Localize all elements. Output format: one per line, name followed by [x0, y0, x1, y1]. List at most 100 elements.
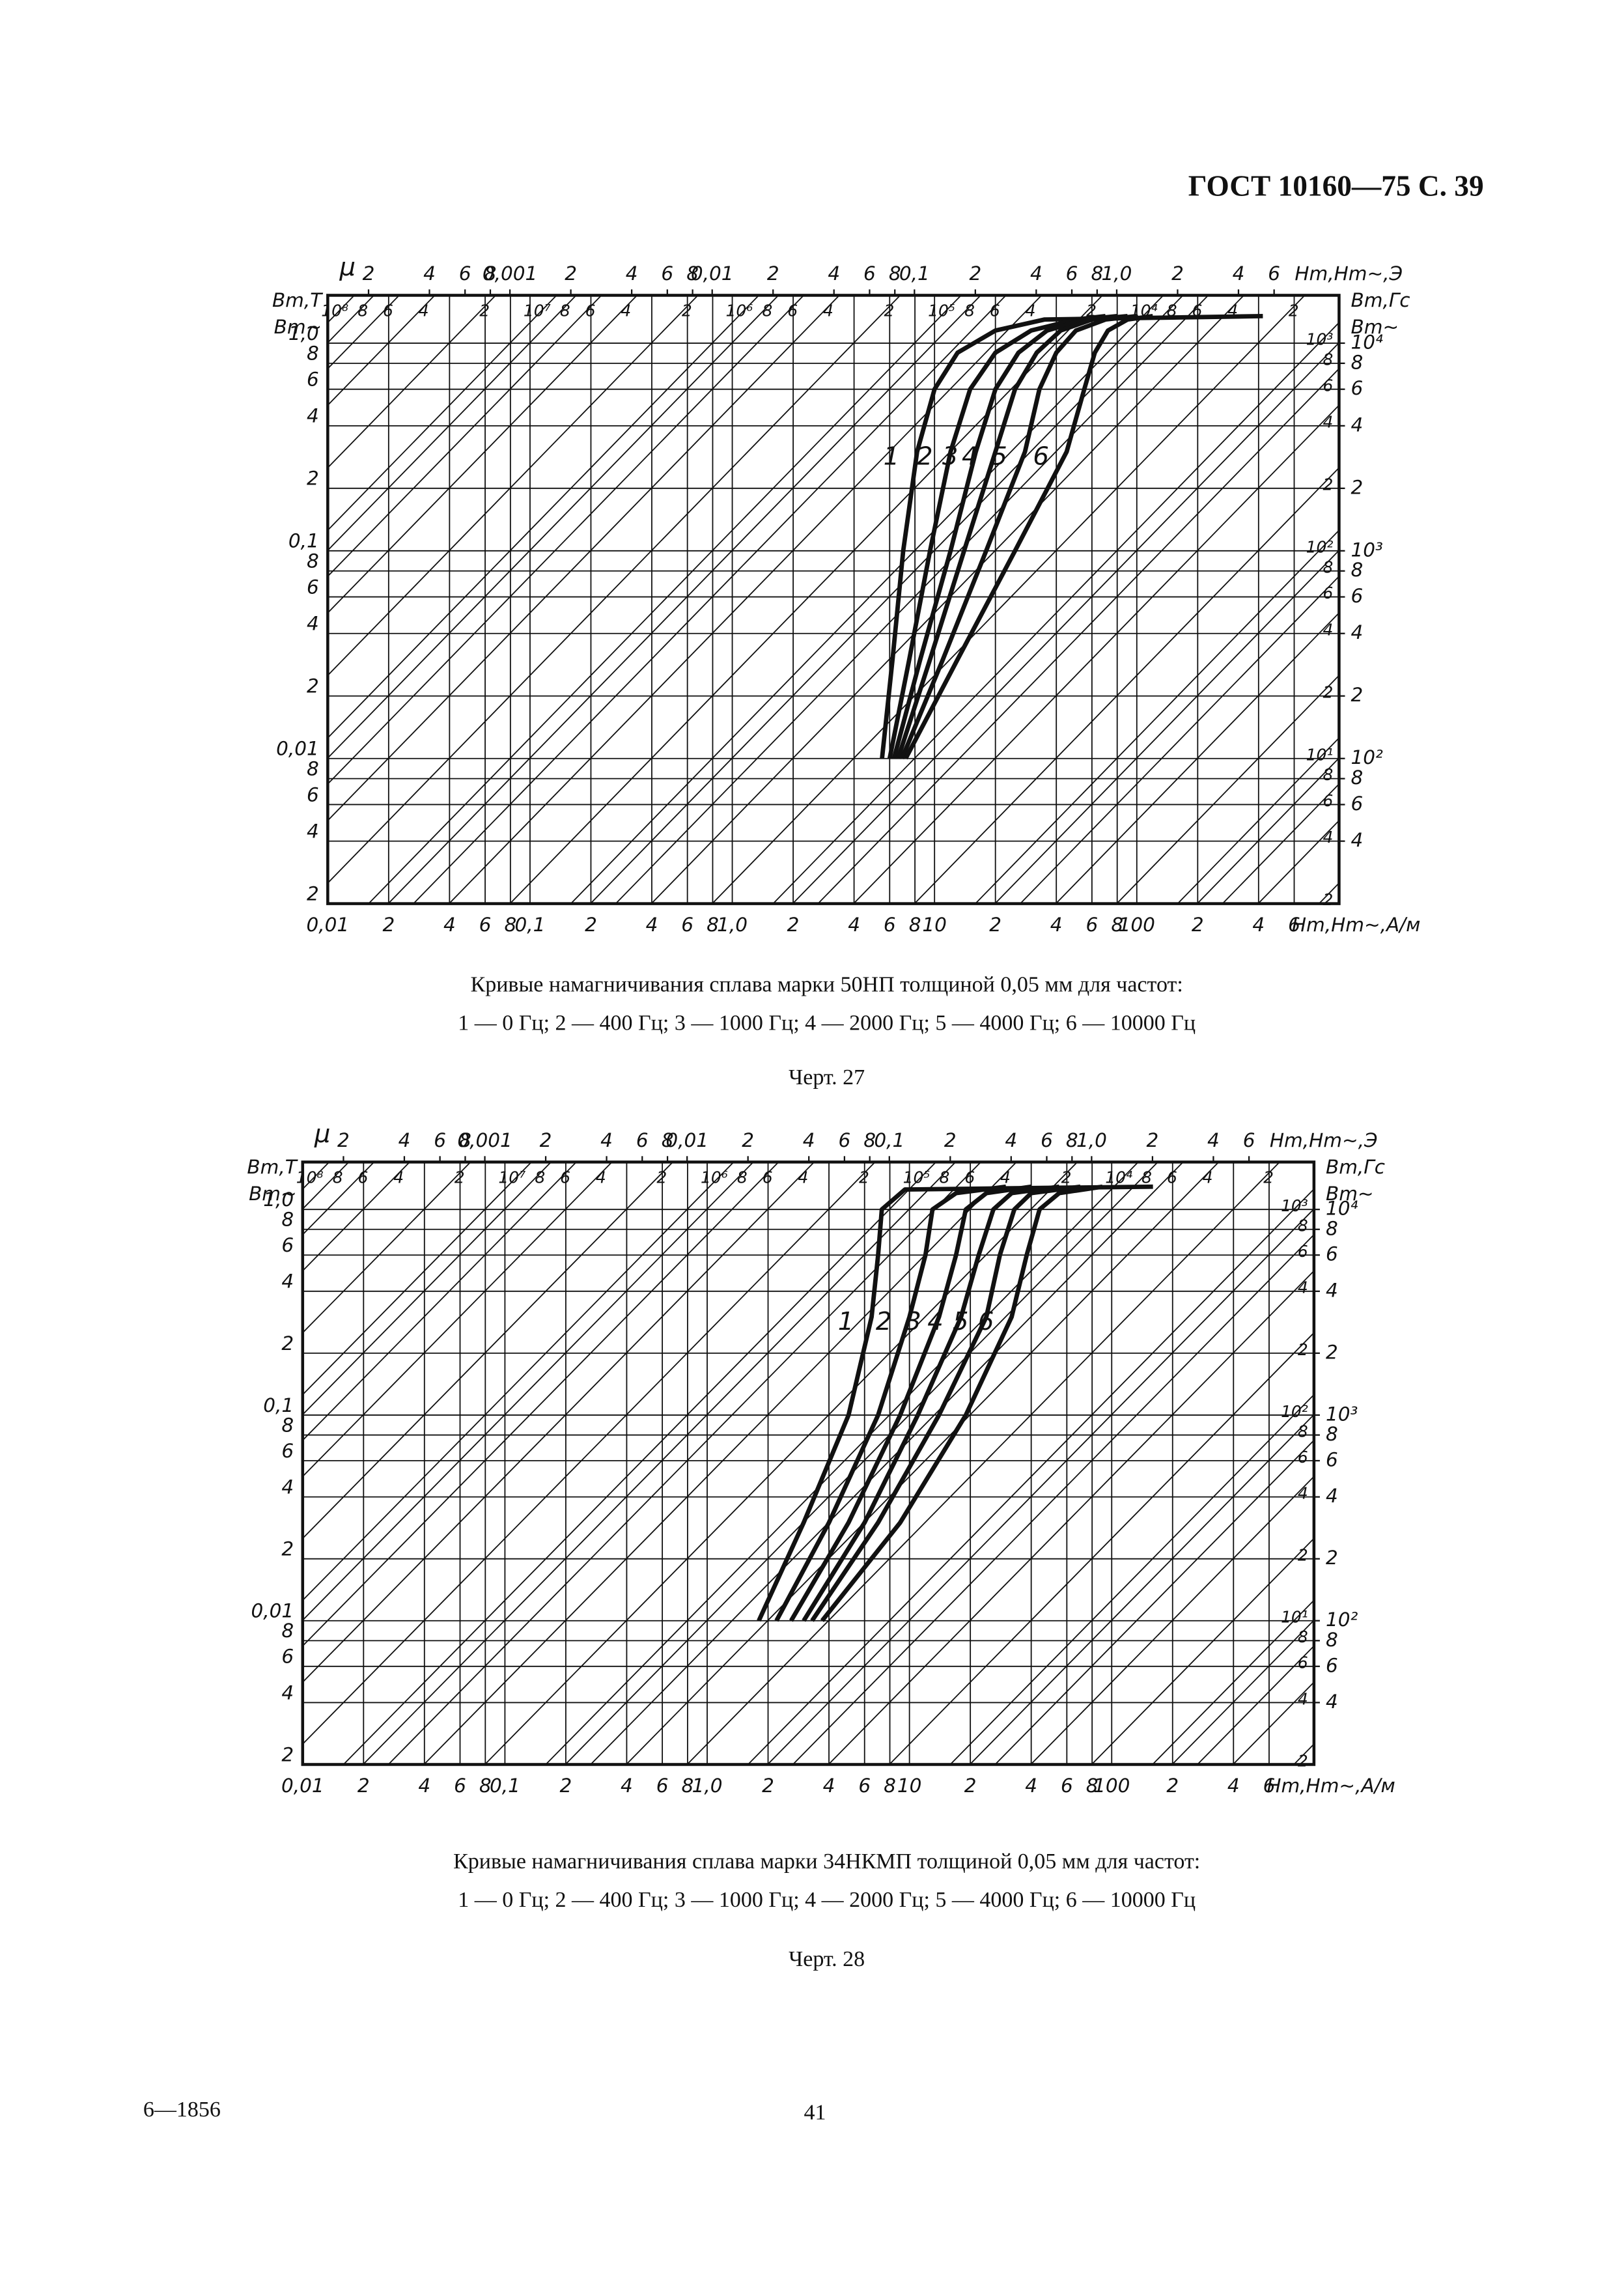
- mu-line: [302, 1161, 330, 1190]
- x-tick-label: 8: [479, 1775, 492, 1797]
- mu-label: 2: [479, 301, 490, 320]
- y2-tick-label: 10²: [1351, 746, 1383, 768]
- mu-label: 2: [1323, 682, 1333, 701]
- curve: [891, 314, 1118, 759]
- y2-tick-label: 10²: [1326, 1609, 1358, 1631]
- mu-line: [327, 294, 355, 323]
- mu-label: 8: [357, 301, 368, 320]
- x-tick-label: 100: [1093, 1775, 1130, 1797]
- x2-tick-label: 6: [459, 262, 471, 285]
- mu-axis-label: μ: [314, 1119, 331, 1149]
- x-tick-label: 0,1: [515, 914, 546, 936]
- x-tick-label: 6: [858, 1775, 871, 1797]
- mu-line: [509, 294, 1103, 905]
- y2-axis-label: Bm~: [1351, 316, 1399, 338]
- x-tick-label: 4: [823, 1775, 835, 1797]
- mu-line: [615, 294, 1209, 905]
- y-tick-label: 6: [307, 783, 319, 806]
- plot-frame: [301, 1160, 1316, 1766]
- mu-line: [545, 1161, 1139, 1765]
- x-axis-label: Hm,Hm~,A/м: [1267, 1775, 1395, 1797]
- x2-tick-label: 6: [1066, 262, 1078, 285]
- x2-tick-label: 8: [484, 262, 497, 285]
- mu-line: [994, 550, 1340, 905]
- curve-label: 2: [917, 442, 933, 471]
- mu-line: [994, 1440, 1315, 1765]
- curve-label: 4: [927, 1307, 944, 1336]
- mu-line: [853, 404, 1340, 905]
- header-title: ГОСТ 10160—75 С. 39: [1188, 170, 1484, 203]
- mu-line: [327, 294, 779, 759]
- mu-label: 2: [682, 301, 692, 320]
- y-tick-label: 6: [281, 1234, 294, 1256]
- x-tick-label: 0,01: [307, 914, 350, 936]
- x-tick-label: 2: [989, 914, 1001, 936]
- y-tick-label: 1,0: [288, 322, 319, 344]
- y-tick-label: 8: [281, 1620, 294, 1642]
- x2-tick-label: 0,1: [874, 1129, 904, 1151]
- x2-tick-label: 2: [1147, 1129, 1159, 1151]
- y2-tick-label: 10³: [1351, 539, 1383, 561]
- y2-tick-label: 2: [1326, 1341, 1338, 1363]
- curve: [820, 1184, 1103, 1622]
- y2-axis-label: Bm,Гс: [1351, 289, 1410, 311]
- x-axis-label: Hm,Hm~,A/м: [1292, 914, 1420, 936]
- mu-label: 4: [393, 1168, 404, 1187]
- x2-tick-label: 1,0: [1102, 262, 1132, 285]
- y-tick-label: 0,1: [288, 530, 319, 552]
- mu-label: 6: [1167, 1168, 1177, 1187]
- y2-tick-label: 8: [1326, 1217, 1338, 1239]
- y2-tick-label: 8: [1351, 351, 1364, 373]
- mu-label: 6: [964, 1168, 975, 1187]
- mu-line: [302, 1161, 876, 1745]
- mu-label: 4: [1323, 828, 1333, 847]
- x2-tick-label: 6: [434, 1129, 446, 1151]
- y-tick-label: 8: [281, 1209, 294, 1231]
- figure-label: Черт. 27: [789, 1065, 865, 1089]
- mu-label: 2: [1263, 1168, 1274, 1187]
- mu-line: [748, 1188, 1315, 1765]
- x-tick-label: 6: [1263, 1775, 1276, 1797]
- caption: 1 — 0 Гц; 2 — 400 Гц; 3 — 1000 Гц; 4 — 2…: [458, 1011, 1196, 1035]
- y-tick-label: 4: [307, 405, 319, 427]
- mu-label: 2: [1298, 1751, 1308, 1770]
- mu-line: [302, 1161, 375, 1235]
- x-tick-label: 8: [504, 914, 516, 936]
- x2-tick-label: 6: [1243, 1129, 1255, 1151]
- y-tick-label: 4: [281, 1271, 294, 1293]
- mu-line: [1020, 576, 1340, 905]
- mu-line: [302, 1161, 350, 1210]
- mu-label: 8: [762, 301, 772, 320]
- mu-line: [327, 294, 374, 343]
- y2-tick-label: 4: [1351, 829, 1364, 851]
- mu-label: 10⁶: [726, 301, 753, 320]
- mu-label: 2: [1061, 1168, 1072, 1187]
- x2-tick-label: 2: [565, 262, 577, 285]
- x-tick-label: 8: [884, 1775, 896, 1797]
- y2-tick-label: 4: [1351, 414, 1364, 436]
- mu-label: 2: [1298, 1546, 1308, 1565]
- x2-tick-label: 2: [969, 262, 981, 285]
- x2-tick-label: 0,1: [899, 262, 930, 285]
- mu-label: 8: [1323, 557, 1333, 576]
- mu-label: 4: [419, 301, 429, 320]
- page-number: 41: [804, 2101, 826, 2125]
- mu-line: [302, 1161, 754, 1621]
- x-tick-label: 8: [707, 914, 719, 936]
- x2-tick-label: 8: [686, 262, 699, 285]
- mu-line: [792, 1234, 1315, 1765]
- mu-label: 10²: [1281, 1402, 1308, 1421]
- x-tick-label: 2: [1192, 914, 1204, 936]
- mu-axis-label: μ: [339, 253, 356, 282]
- x-tick-label: 10: [897, 1775, 921, 1797]
- mu-line: [327, 294, 602, 577]
- x-tick-label: 6: [884, 914, 896, 936]
- mu-label: 6: [1298, 1242, 1308, 1261]
- y-axis-label: Bm~: [274, 316, 322, 338]
- x2-tick-label: 2: [742, 1129, 754, 1151]
- x-tick-label: 6: [1086, 914, 1099, 936]
- mu-line: [1177, 737, 1340, 905]
- x2-tick-label: 4: [1005, 1129, 1017, 1151]
- x2-tick-label: 4: [626, 262, 638, 285]
